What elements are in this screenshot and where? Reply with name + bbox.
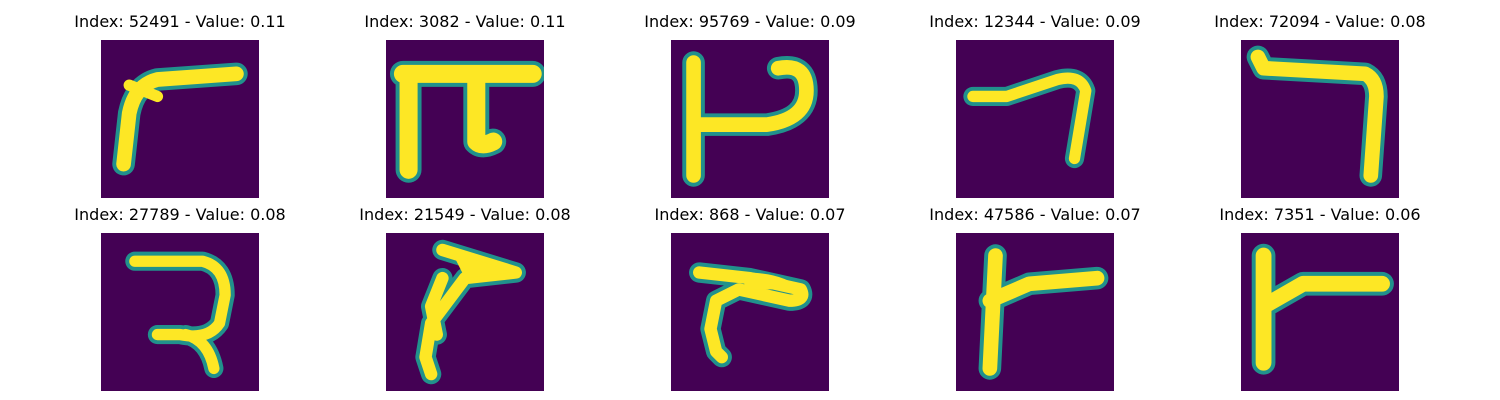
panel-8: Index: 868 - Value: 0.07 — [640, 205, 860, 395]
panel-title: Index: 72094 - Value: 0.08 — [1180, 12, 1460, 32]
panel-title: Index: 47586 - Value: 0.07 — [895, 205, 1175, 225]
panel-title: Index: 21549 - Value: 0.08 — [325, 205, 605, 225]
panel-5: Index: 72094 - Value: 0.08 — [1210, 12, 1430, 202]
panel-3: Index: 95769 - Value: 0.09 — [640, 12, 860, 202]
panel-title: Index: 95769 - Value: 0.09 — [610, 12, 890, 32]
glyph-image — [671, 40, 829, 198]
panel-title: Index: 868 - Value: 0.07 — [610, 205, 890, 225]
panel-6: Index: 27789 - Value: 0.08 — [70, 205, 290, 395]
panel-title: Index: 3082 - Value: 0.11 — [325, 12, 605, 32]
panel-4: Index: 12344 - Value: 0.09 — [925, 12, 1145, 202]
glyph-image — [101, 233, 259, 391]
glyph-image — [956, 233, 1114, 391]
glyph-image — [101, 40, 259, 198]
panel-title: Index: 7351 - Value: 0.06 — [1180, 205, 1460, 225]
glyph-image — [671, 233, 829, 391]
panel-10: Index: 7351 - Value: 0.06 — [1210, 205, 1430, 395]
panel-7: Index: 21549 - Value: 0.08 — [355, 205, 575, 395]
glyph-image — [1241, 233, 1399, 391]
panel-9: Index: 47586 - Value: 0.07 — [925, 205, 1145, 395]
glyph-image — [386, 233, 544, 391]
glyph-image — [956, 40, 1114, 198]
glyph-image — [386, 40, 544, 198]
panel-title: Index: 52491 - Value: 0.11 — [40, 12, 320, 32]
panel-2: Index: 3082 - Value: 0.11 — [355, 12, 575, 202]
panel-1: Index: 52491 - Value: 0.11 — [70, 12, 290, 202]
panel-title: Index: 27789 - Value: 0.08 — [40, 205, 320, 225]
glyph-image — [1241, 40, 1399, 198]
panel-title: Index: 12344 - Value: 0.09 — [895, 12, 1175, 32]
